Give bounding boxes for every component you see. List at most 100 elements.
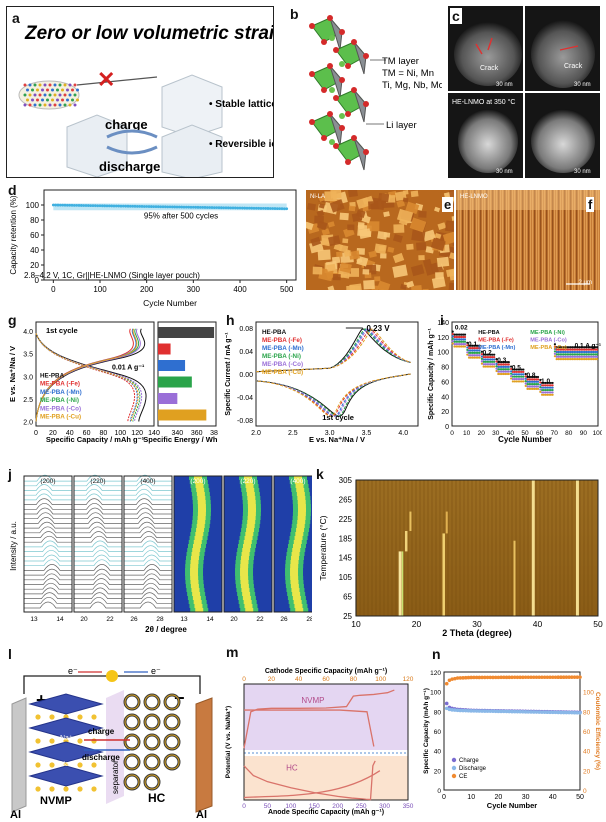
rate-point bbox=[588, 348, 592, 351]
panel-label-a: a bbox=[12, 10, 20, 26]
retention-point bbox=[56, 203, 60, 207]
sem-grain bbox=[411, 229, 426, 242]
sem-column bbox=[540, 190, 542, 290]
rate-point bbox=[560, 346, 564, 349]
sem-grain bbox=[307, 202, 316, 211]
x-tick-label: 40 bbox=[66, 430, 74, 437]
rate-point bbox=[551, 388, 554, 392]
rate-point bbox=[517, 375, 520, 378]
na-ion bbox=[35, 762, 41, 768]
cycle-point bbox=[548, 675, 552, 680]
xrd-pattern bbox=[24, 554, 72, 562]
sem-grain bbox=[387, 246, 395, 253]
energy-bar bbox=[158, 360, 186, 371]
rate-point bbox=[536, 387, 540, 390]
rate-point bbox=[486, 353, 489, 356]
right-tick-label: 40 bbox=[583, 749, 591, 756]
rate-point bbox=[555, 348, 558, 351]
retention-point bbox=[278, 207, 282, 211]
retention-point bbox=[219, 206, 223, 210]
rate-point bbox=[491, 358, 494, 361]
x-tick-label: 14 bbox=[206, 616, 214, 623]
rate-point bbox=[551, 386, 554, 389]
xrd-pattern bbox=[24, 531, 72, 538]
cycle-point bbox=[529, 710, 533, 714]
bottom-tick-label: 300 bbox=[379, 803, 390, 810]
xrd-pattern bbox=[24, 493, 72, 501]
rate-point bbox=[569, 353, 572, 356]
rate-point bbox=[522, 380, 525, 383]
rate-point bbox=[467, 354, 471, 357]
cycle-point bbox=[570, 710, 574, 715]
carbon-ring-edge bbox=[164, 714, 180, 730]
rate-point bbox=[504, 370, 507, 373]
lattice-dot bbox=[66, 98, 69, 102]
sem-grain bbox=[422, 258, 432, 267]
rate-point bbox=[524, 380, 527, 383]
rate-point bbox=[487, 360, 491, 363]
na-ion bbox=[35, 738, 41, 744]
sem-grain bbox=[376, 280, 391, 290]
cube-right bbox=[161, 124, 223, 177]
xrd-pattern bbox=[74, 568, 122, 576]
rate-point bbox=[544, 393, 547, 396]
cycle-point bbox=[469, 709, 473, 713]
legend-entry: Charge bbox=[459, 758, 479, 764]
retention-point bbox=[86, 204, 90, 207]
sem-grain bbox=[406, 280, 415, 288]
legend-entry: ME-PBA (-Co) bbox=[40, 405, 81, 412]
cycle-point bbox=[458, 676, 463, 680]
first-cycle-label: 1st cycle bbox=[46, 326, 78, 335]
heatmap-peak bbox=[245, 608, 254, 612]
lattice-dot bbox=[48, 83, 52, 87]
rate-point bbox=[518, 373, 521, 376]
cube-lower bbox=[66, 114, 128, 177]
retention-point bbox=[77, 204, 81, 207]
rate-point bbox=[482, 355, 485, 359]
axes-frame bbox=[35, 321, 155, 427]
panel-a-title: Zero or low volumetric strain bbox=[24, 23, 274, 44]
rate-point bbox=[517, 368, 520, 371]
cycle-point bbox=[561, 675, 566, 680]
rate-point bbox=[595, 358, 599, 361]
axes-frame bbox=[255, 321, 419, 427]
rate-point bbox=[567, 355, 571, 358]
legend-entry: ME-PBA (-Ni) bbox=[262, 353, 301, 360]
heatmap-peak bbox=[297, 508, 306, 512]
xrd-pattern bbox=[24, 517, 72, 524]
rate-point bbox=[511, 373, 514, 376]
x-tick-label: 40 bbox=[507, 430, 515, 437]
rate-point bbox=[536, 383, 540, 386]
heatmap-peak bbox=[290, 580, 299, 584]
rate-point bbox=[510, 374, 513, 378]
xrd-pattern bbox=[24, 526, 72, 534]
na-ion bbox=[49, 738, 55, 744]
rate-point bbox=[451, 342, 454, 345]
rate-point bbox=[520, 380, 523, 383]
x-tick-label: 0 bbox=[51, 285, 56, 294]
sem-column bbox=[596, 190, 598, 290]
sem-grain bbox=[346, 285, 356, 290]
retention-point bbox=[163, 205, 167, 209]
na-ion bbox=[77, 738, 83, 744]
carbon-ring-edge bbox=[124, 714, 140, 730]
cv-chart: -0.08 -0.04 0.00 0.04 0.08 2.0 2.5 3.0 3.5 4.0 0.2… bbox=[225, 321, 419, 444]
cathode-layer bbox=[28, 765, 104, 787]
legend-entry: ME-PBA (-Fe) bbox=[40, 381, 80, 388]
retention-point bbox=[285, 207, 289, 211]
retention-point bbox=[93, 204, 97, 208]
rate-point bbox=[486, 365, 489, 368]
discharge-arrow bbox=[106, 145, 158, 155]
rate-point bbox=[573, 353, 576, 356]
rate-point bbox=[498, 365, 502, 368]
panel-c: Crack Crack HE-LNMO at 350 °C 30 nm 30 n… bbox=[448, 6, 600, 178]
retention-point bbox=[273, 207, 277, 210]
rate-point bbox=[510, 367, 513, 371]
y-tick-label: 4.0 bbox=[23, 329, 33, 336]
rate-point bbox=[529, 383, 533, 386]
xrd-pattern bbox=[24, 507, 72, 515]
x-tick-label: 13 bbox=[180, 616, 188, 623]
rate-point bbox=[531, 378, 534, 381]
heatmap-peak bbox=[197, 500, 206, 504]
retention-point bbox=[89, 204, 93, 207]
